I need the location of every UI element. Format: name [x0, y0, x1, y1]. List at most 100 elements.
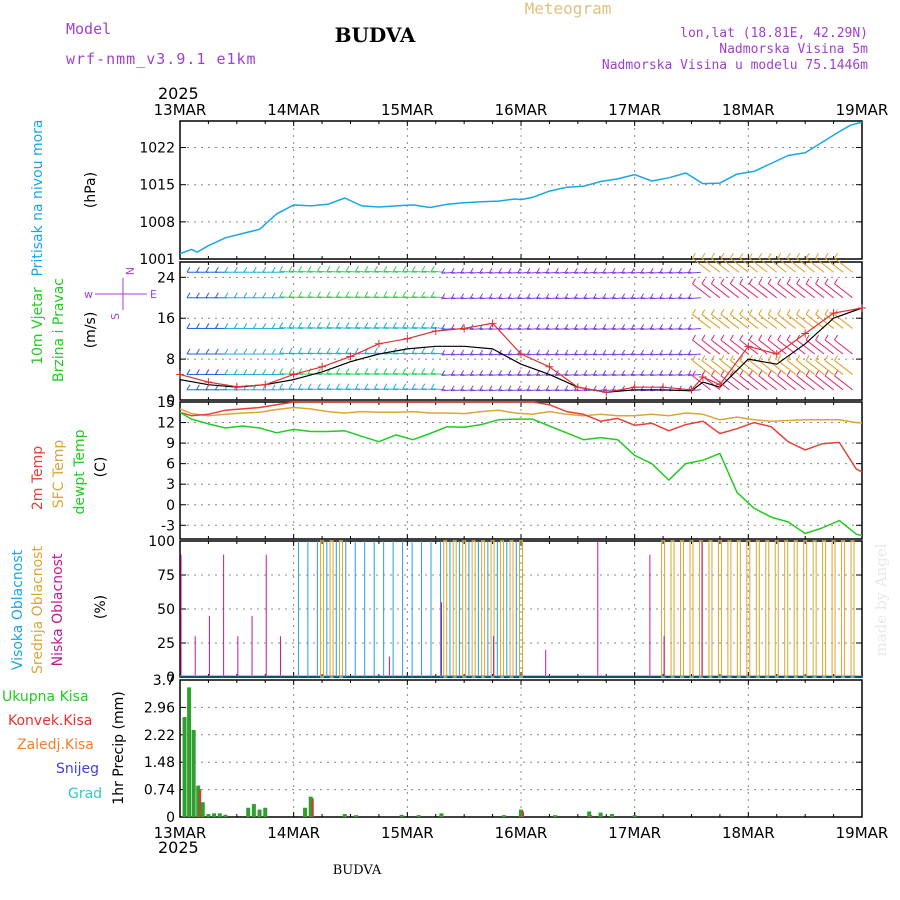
- conv-precip-bar: [522, 811, 524, 817]
- wind-barb-flag: [729, 355, 734, 361]
- wind-barb-flag: [421, 291, 426, 298]
- wind-barb-flag: [592, 293, 597, 300]
- wind-barb-flag: [411, 265, 416, 272]
- wind-barb-flag: [279, 347, 284, 354]
- wind-barb: [412, 372, 427, 375]
- wind-barb-flag: [373, 383, 378, 390]
- wind-barb-flag: [186, 266, 191, 273]
- wind-barb: [805, 257, 825, 273]
- wind-gust-marker: [630, 383, 639, 392]
- wind-barb-flag: [535, 267, 540, 274]
- wind-barb-flag: [271, 369, 276, 375]
- wind-barb: [593, 297, 607, 300]
- total-precip-bar: [439, 813, 444, 817]
- wind-barb: [824, 257, 844, 273]
- wind-barb-flag: [758, 370, 763, 377]
- wind-barb-flag: [621, 267, 626, 274]
- wind-barb-flag: [573, 324, 578, 330]
- wind-barb-flag: [488, 370, 493, 376]
- wind-barb: [308, 296, 323, 299]
- wind-barb-flag: [271, 348, 276, 355]
- wind-barb-flag: [796, 370, 801, 377]
- precip-panel: 0 0.74 1.48 2.22 2.96 3.7: [144, 673, 863, 826]
- wind-barb: [479, 271, 493, 274]
- wind-barb: [308, 270, 323, 273]
- wind-barb-flag: [739, 370, 744, 377]
- wind-barb: [441, 297, 455, 300]
- total-precip-bar: [632, 815, 637, 817]
- wind-barb: [583, 297, 597, 300]
- wind-barb: [659, 297, 673, 300]
- wind-barb: [526, 297, 540, 300]
- wind-barb-flag: [554, 370, 559, 376]
- wind-barb: [574, 297, 588, 300]
- wind-barb-flag: [355, 265, 359, 272]
- wind-barb: [317, 296, 332, 299]
- wind-barb: [687, 271, 702, 274]
- wind-barb: [489, 271, 503, 274]
- wind-barb: [383, 326, 398, 329]
- wind-barb: [701, 314, 721, 329]
- wind-barb: [650, 353, 664, 356]
- wind-barb: [574, 389, 588, 392]
- wind-barb: [777, 375, 797, 391]
- wind-barb: [517, 271, 531, 274]
- wind-barb: [298, 270, 313, 273]
- wind-barb-flag: [668, 349, 673, 356]
- wind-barb-flag: [326, 322, 331, 328]
- wind-barb-flag: [545, 267, 550, 274]
- wind-barb-flag: [336, 322, 340, 328]
- wind-mean-line: [179, 307, 863, 393]
- mid-cloud-bar: [774, 540, 779, 678]
- wind-barb-flag: [621, 349, 626, 356]
- wind-barb: [767, 257, 787, 273]
- wind-barb-flag: [526, 385, 531, 392]
- wind-gust-marker: [232, 382, 241, 391]
- wind-barb-flag: [687, 349, 692, 356]
- wind-barb-flag: [364, 291, 369, 298]
- wind-barb: [460, 353, 474, 356]
- time-label-top: 17MAR: [608, 101, 661, 119]
- wind-barb-flag: [317, 265, 321, 272]
- wind-barb-flag: [796, 355, 801, 361]
- wind-barb: [621, 353, 635, 356]
- wind-barb: [393, 372, 408, 375]
- wind-barb: [336, 372, 351, 375]
- y-tick-label: 1001: [139, 252, 175, 268]
- wind-barb-flag: [186, 369, 191, 375]
- wind-barb-flag: [805, 278, 810, 285]
- wind-barb-flag: [526, 293, 531, 300]
- wind-barb: [593, 373, 607, 376]
- mid-cloud-bar: [727, 540, 732, 678]
- wind-barb-flag: [498, 293, 502, 300]
- wind-barb-flag: [186, 348, 191, 355]
- wind-barb: [701, 257, 721, 273]
- wind-barb-flag: [739, 355, 744, 361]
- wind-barb-flag: [824, 309, 829, 315]
- wind-barb: [317, 326, 332, 329]
- wind-barb-flag: [195, 266, 200, 273]
- wind-barb-flag: [355, 383, 359, 390]
- wind-barb-flag: [729, 252, 734, 259]
- wind-barb-flag: [630, 370, 635, 376]
- wind-barb: [308, 388, 323, 391]
- wind-barb-flag: [535, 349, 540, 356]
- wind-barb-flag: [583, 293, 588, 300]
- dewpt-ylabel: dewpt Temp: [72, 429, 88, 514]
- wind-barb-flag: [479, 349, 484, 356]
- wind-barb-flag: [469, 370, 474, 376]
- wind-barb-flag: [345, 291, 350, 298]
- wind-barb-flag: [777, 252, 782, 259]
- wind-barb-flag: [710, 355, 715, 361]
- wind-barb-flag: [498, 370, 502, 376]
- wind-barb: [545, 353, 559, 356]
- wind-barb: [526, 373, 540, 376]
- wind-barb-flag: [611, 267, 616, 274]
- pressure-unit: (hPa): [83, 172, 99, 208]
- temp-frame: [179, 401, 863, 540]
- wind-barb: [383, 296, 398, 299]
- wind-barb-flag: [252, 369, 257, 375]
- wind-barb-flag: [345, 368, 350, 374]
- wind-barb: [479, 327, 493, 330]
